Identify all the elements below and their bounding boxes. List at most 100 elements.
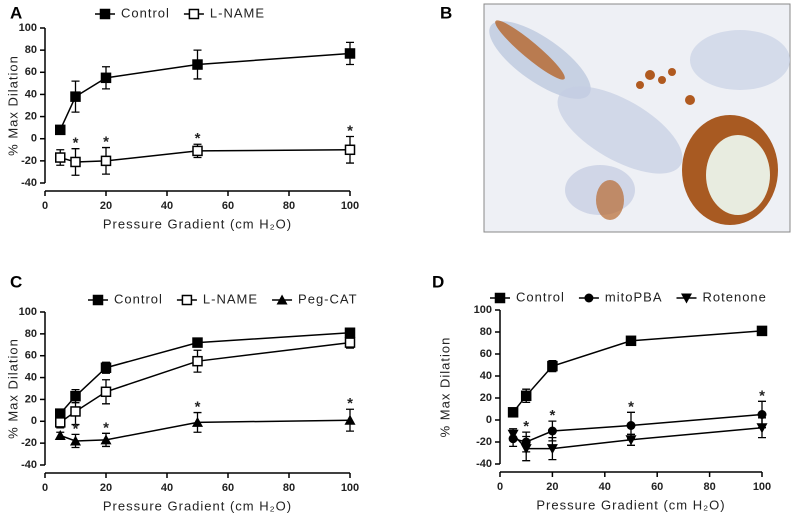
marker bbox=[626, 421, 636, 430]
marker bbox=[70, 406, 81, 417]
stain bbox=[495, 20, 565, 80]
significance-star: * bbox=[73, 420, 79, 437]
significance-star: * bbox=[347, 395, 353, 412]
series-line bbox=[59, 52, 351, 131]
stain bbox=[596, 180, 624, 220]
x-tick-label: 0 bbox=[497, 481, 503, 493]
marker bbox=[757, 410, 767, 419]
marker bbox=[494, 292, 506, 304]
y-axis-title: % Max Dilation bbox=[437, 337, 452, 438]
marker bbox=[100, 434, 112, 445]
x-tick-label: 100 bbox=[341, 200, 359, 212]
y-tick-label: 60 bbox=[25, 66, 37, 78]
y-tick-label: 40 bbox=[480, 370, 492, 382]
marker bbox=[520, 390, 532, 402]
y-tick-label: 60 bbox=[480, 348, 492, 360]
significance-star: * bbox=[549, 407, 555, 424]
cell bbox=[645, 70, 655, 80]
x-tick-label: 100 bbox=[341, 482, 359, 494]
x-tick-label: 0 bbox=[42, 482, 48, 494]
y-tick-label: 100 bbox=[19, 306, 37, 318]
y-tick-label: -40 bbox=[21, 459, 37, 471]
y-tick-label: 0 bbox=[31, 133, 37, 145]
y-tick-label: 80 bbox=[25, 328, 37, 340]
y-tick-label: 20 bbox=[25, 110, 37, 122]
y-tick-label: 20 bbox=[25, 393, 37, 405]
marker bbox=[100, 386, 112, 398]
marker bbox=[547, 426, 557, 436]
marker bbox=[520, 444, 532, 455]
marker bbox=[584, 293, 594, 303]
y-axis-title: % Max Dilation bbox=[5, 338, 20, 439]
x-tick-label: 20 bbox=[100, 200, 112, 212]
legend-label: Control bbox=[114, 291, 163, 306]
x-axis-title: Pressure Gradient (cm H₂O) bbox=[103, 498, 292, 513]
x-tick-label: 100 bbox=[753, 481, 771, 493]
y-tick-label: 20 bbox=[480, 392, 492, 404]
marker bbox=[188, 8, 200, 20]
marker bbox=[507, 407, 519, 418]
x-tick-label: 40 bbox=[161, 200, 173, 212]
significance-star: * bbox=[73, 135, 79, 152]
marker bbox=[70, 435, 81, 446]
marker bbox=[756, 325, 768, 337]
significance-star: * bbox=[347, 122, 353, 139]
significance-star: * bbox=[759, 387, 765, 404]
x-tick-label: 60 bbox=[222, 482, 234, 494]
marker bbox=[681, 293, 692, 304]
marker bbox=[100, 362, 112, 373]
significance-star: * bbox=[195, 399, 201, 416]
vessel-lumen bbox=[706, 135, 770, 215]
legend-label: L-NAME bbox=[210, 5, 265, 20]
panel-label: A bbox=[10, 3, 22, 22]
x-tick-label: 80 bbox=[703, 481, 715, 493]
marker bbox=[507, 429, 519, 440]
x-tick-label: 40 bbox=[599, 481, 611, 493]
marker bbox=[344, 327, 356, 339]
x-axis-title: Pressure Gradient (cm H₂O) bbox=[536, 497, 725, 512]
significance-star: * bbox=[628, 398, 634, 415]
panel-label: D bbox=[432, 272, 444, 291]
marker bbox=[344, 414, 356, 425]
y-tick-label: 60 bbox=[25, 350, 37, 362]
y-tick-label: 100 bbox=[474, 304, 492, 316]
marker bbox=[625, 335, 637, 347]
x-tick-label: 80 bbox=[283, 200, 295, 212]
marker bbox=[192, 355, 203, 367]
x-tick-label: 20 bbox=[546, 481, 558, 493]
marker bbox=[100, 72, 112, 84]
significance-star: * bbox=[195, 130, 201, 147]
x-tick-label: 60 bbox=[222, 200, 234, 212]
y-tick-label: 40 bbox=[25, 371, 37, 383]
marker bbox=[192, 59, 203, 70]
marker bbox=[92, 294, 104, 306]
x-tick-label: 80 bbox=[283, 482, 295, 494]
y-tick-label: 0 bbox=[486, 414, 492, 426]
y-tick-label: 100 bbox=[19, 22, 37, 34]
y-tick-label: -40 bbox=[21, 177, 37, 189]
legend-label: L-NAME bbox=[203, 291, 258, 306]
cell bbox=[685, 95, 695, 105]
legend-label: Control bbox=[516, 289, 565, 304]
marker bbox=[546, 444, 558, 455]
y-axis-title: % Max Dilation bbox=[5, 55, 20, 156]
cell bbox=[658, 76, 666, 84]
marker bbox=[55, 417, 66, 428]
marker bbox=[192, 416, 203, 427]
histology-image bbox=[483, 3, 791, 233]
x-tick-label: 40 bbox=[161, 482, 173, 494]
y-tick-label: -20 bbox=[21, 155, 37, 167]
marker bbox=[70, 156, 81, 168]
marker bbox=[344, 48, 356, 59]
legend-label: mitoPBA bbox=[605, 289, 663, 304]
marker bbox=[192, 337, 203, 348]
y-tick-label: 80 bbox=[25, 44, 37, 56]
significance-star: * bbox=[523, 418, 529, 435]
x-tick-label: 60 bbox=[651, 481, 663, 493]
panel-label: C bbox=[10, 272, 22, 291]
cell bbox=[668, 68, 676, 76]
marker bbox=[756, 423, 768, 434]
y-tick-label: 80 bbox=[480, 326, 492, 338]
marker bbox=[100, 155, 112, 167]
